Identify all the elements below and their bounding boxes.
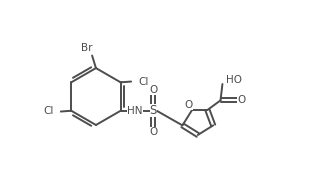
Text: S: S <box>150 104 157 117</box>
Text: Br: Br <box>81 43 92 53</box>
Text: HO: HO <box>226 75 242 85</box>
Text: HN: HN <box>127 106 143 116</box>
Text: Cl: Cl <box>138 77 149 87</box>
Text: O: O <box>184 100 193 110</box>
Text: O: O <box>237 95 245 105</box>
Text: O: O <box>149 85 157 95</box>
Text: O: O <box>149 127 157 137</box>
Text: Cl: Cl <box>43 106 54 116</box>
